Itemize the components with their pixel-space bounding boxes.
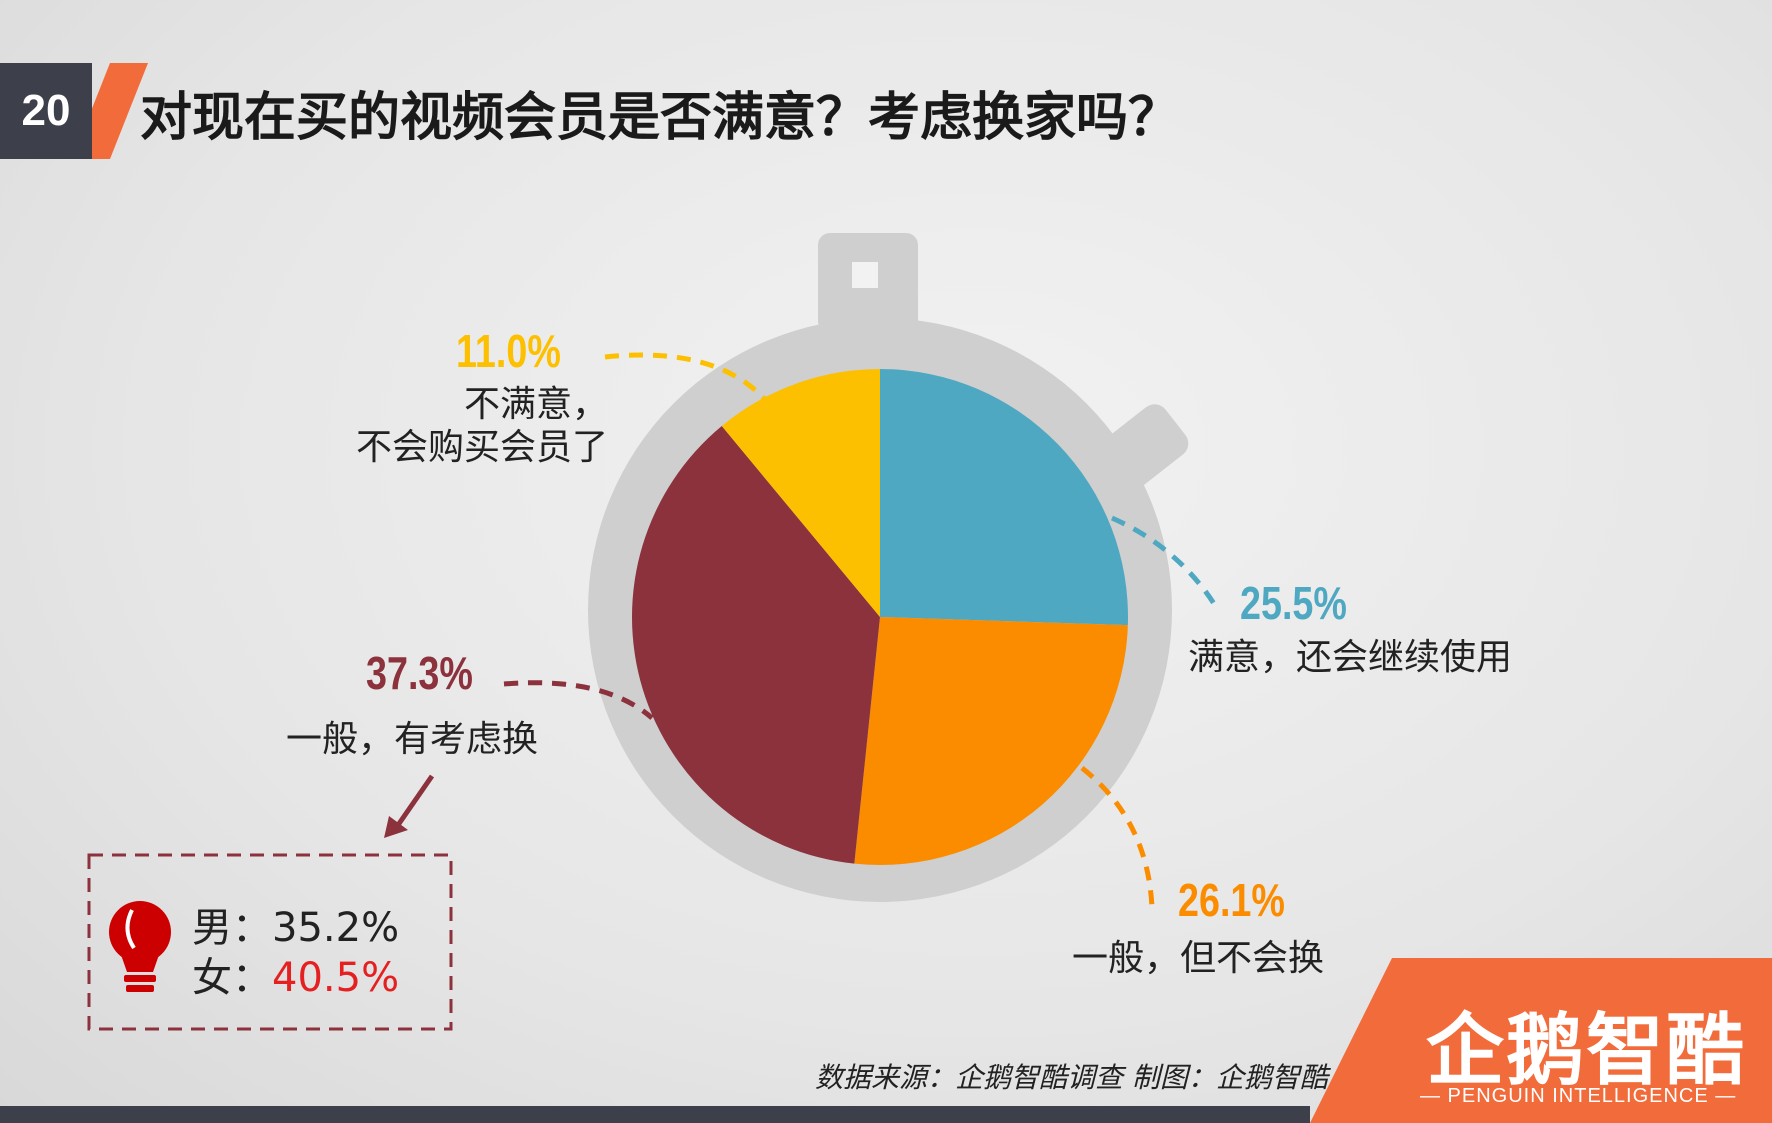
callout-arrow-line [393, 774, 435, 830]
logo-band [1310, 958, 1772, 1123]
lightbulb-icon [109, 901, 171, 992]
pct-label-yellow: 11.0% [456, 325, 561, 377]
pie-slice-0 [880, 369, 1128, 626]
leader-line-orange [1080, 766, 1155, 909]
pct-label-maroon: 37.3% [366, 647, 473, 699]
female-value: 40.5% [272, 955, 400, 1001]
male-label: 男： [192, 905, 272, 951]
female-label: 女： [192, 955, 272, 1001]
pie-slice-3 [721, 369, 880, 617]
data-source: 数据来源：企鹅智酷调查 制图：企鹅智酷 [815, 1061, 1328, 1094]
male-stat: 男：35.2% [192, 895, 399, 953]
desc-label-maroon: 一般，有考虑换 [286, 719, 539, 760]
desc-label-yellow: 不满意， 不会购买会员了 [355, 384, 608, 469]
page-title: 对现在买的视频会员是否满意？考虑换家吗？ [140, 88, 1181, 148]
leader-lines [503, 352, 1221, 909]
female-stat: 女：40.5% [192, 945, 399, 1003]
callout-box [87, 853, 453, 1031]
logo-name: 企鹅智酷 [1426, 1006, 1747, 1096]
bottom-bar [0, 1106, 1310, 1123]
leader-line-blue [1110, 515, 1221, 612]
logo-subtitle: — PENGUIN INTELLIGENCE — [1420, 1085, 1737, 1107]
leader-line-yellow [604, 352, 772, 407]
pct-label-orange: 26.1% [1178, 874, 1285, 926]
page-number: 20 [0, 63, 92, 159]
stopwatch-crown-slot [852, 262, 878, 288]
pie-slice-2 [631, 426, 880, 864]
desc-label-blue: 满意，还会继续使用 [1188, 637, 1513, 678]
pct-label-blue: 25.5% [1240, 577, 1347, 629]
callout-arrow-head [384, 816, 408, 838]
pie-slice-1 [854, 617, 1128, 865]
male-value: 35.2% [272, 905, 400, 951]
desc-label-orange: 一般，但不会换 [1072, 938, 1325, 979]
pie-chart [631, 369, 1128, 865]
